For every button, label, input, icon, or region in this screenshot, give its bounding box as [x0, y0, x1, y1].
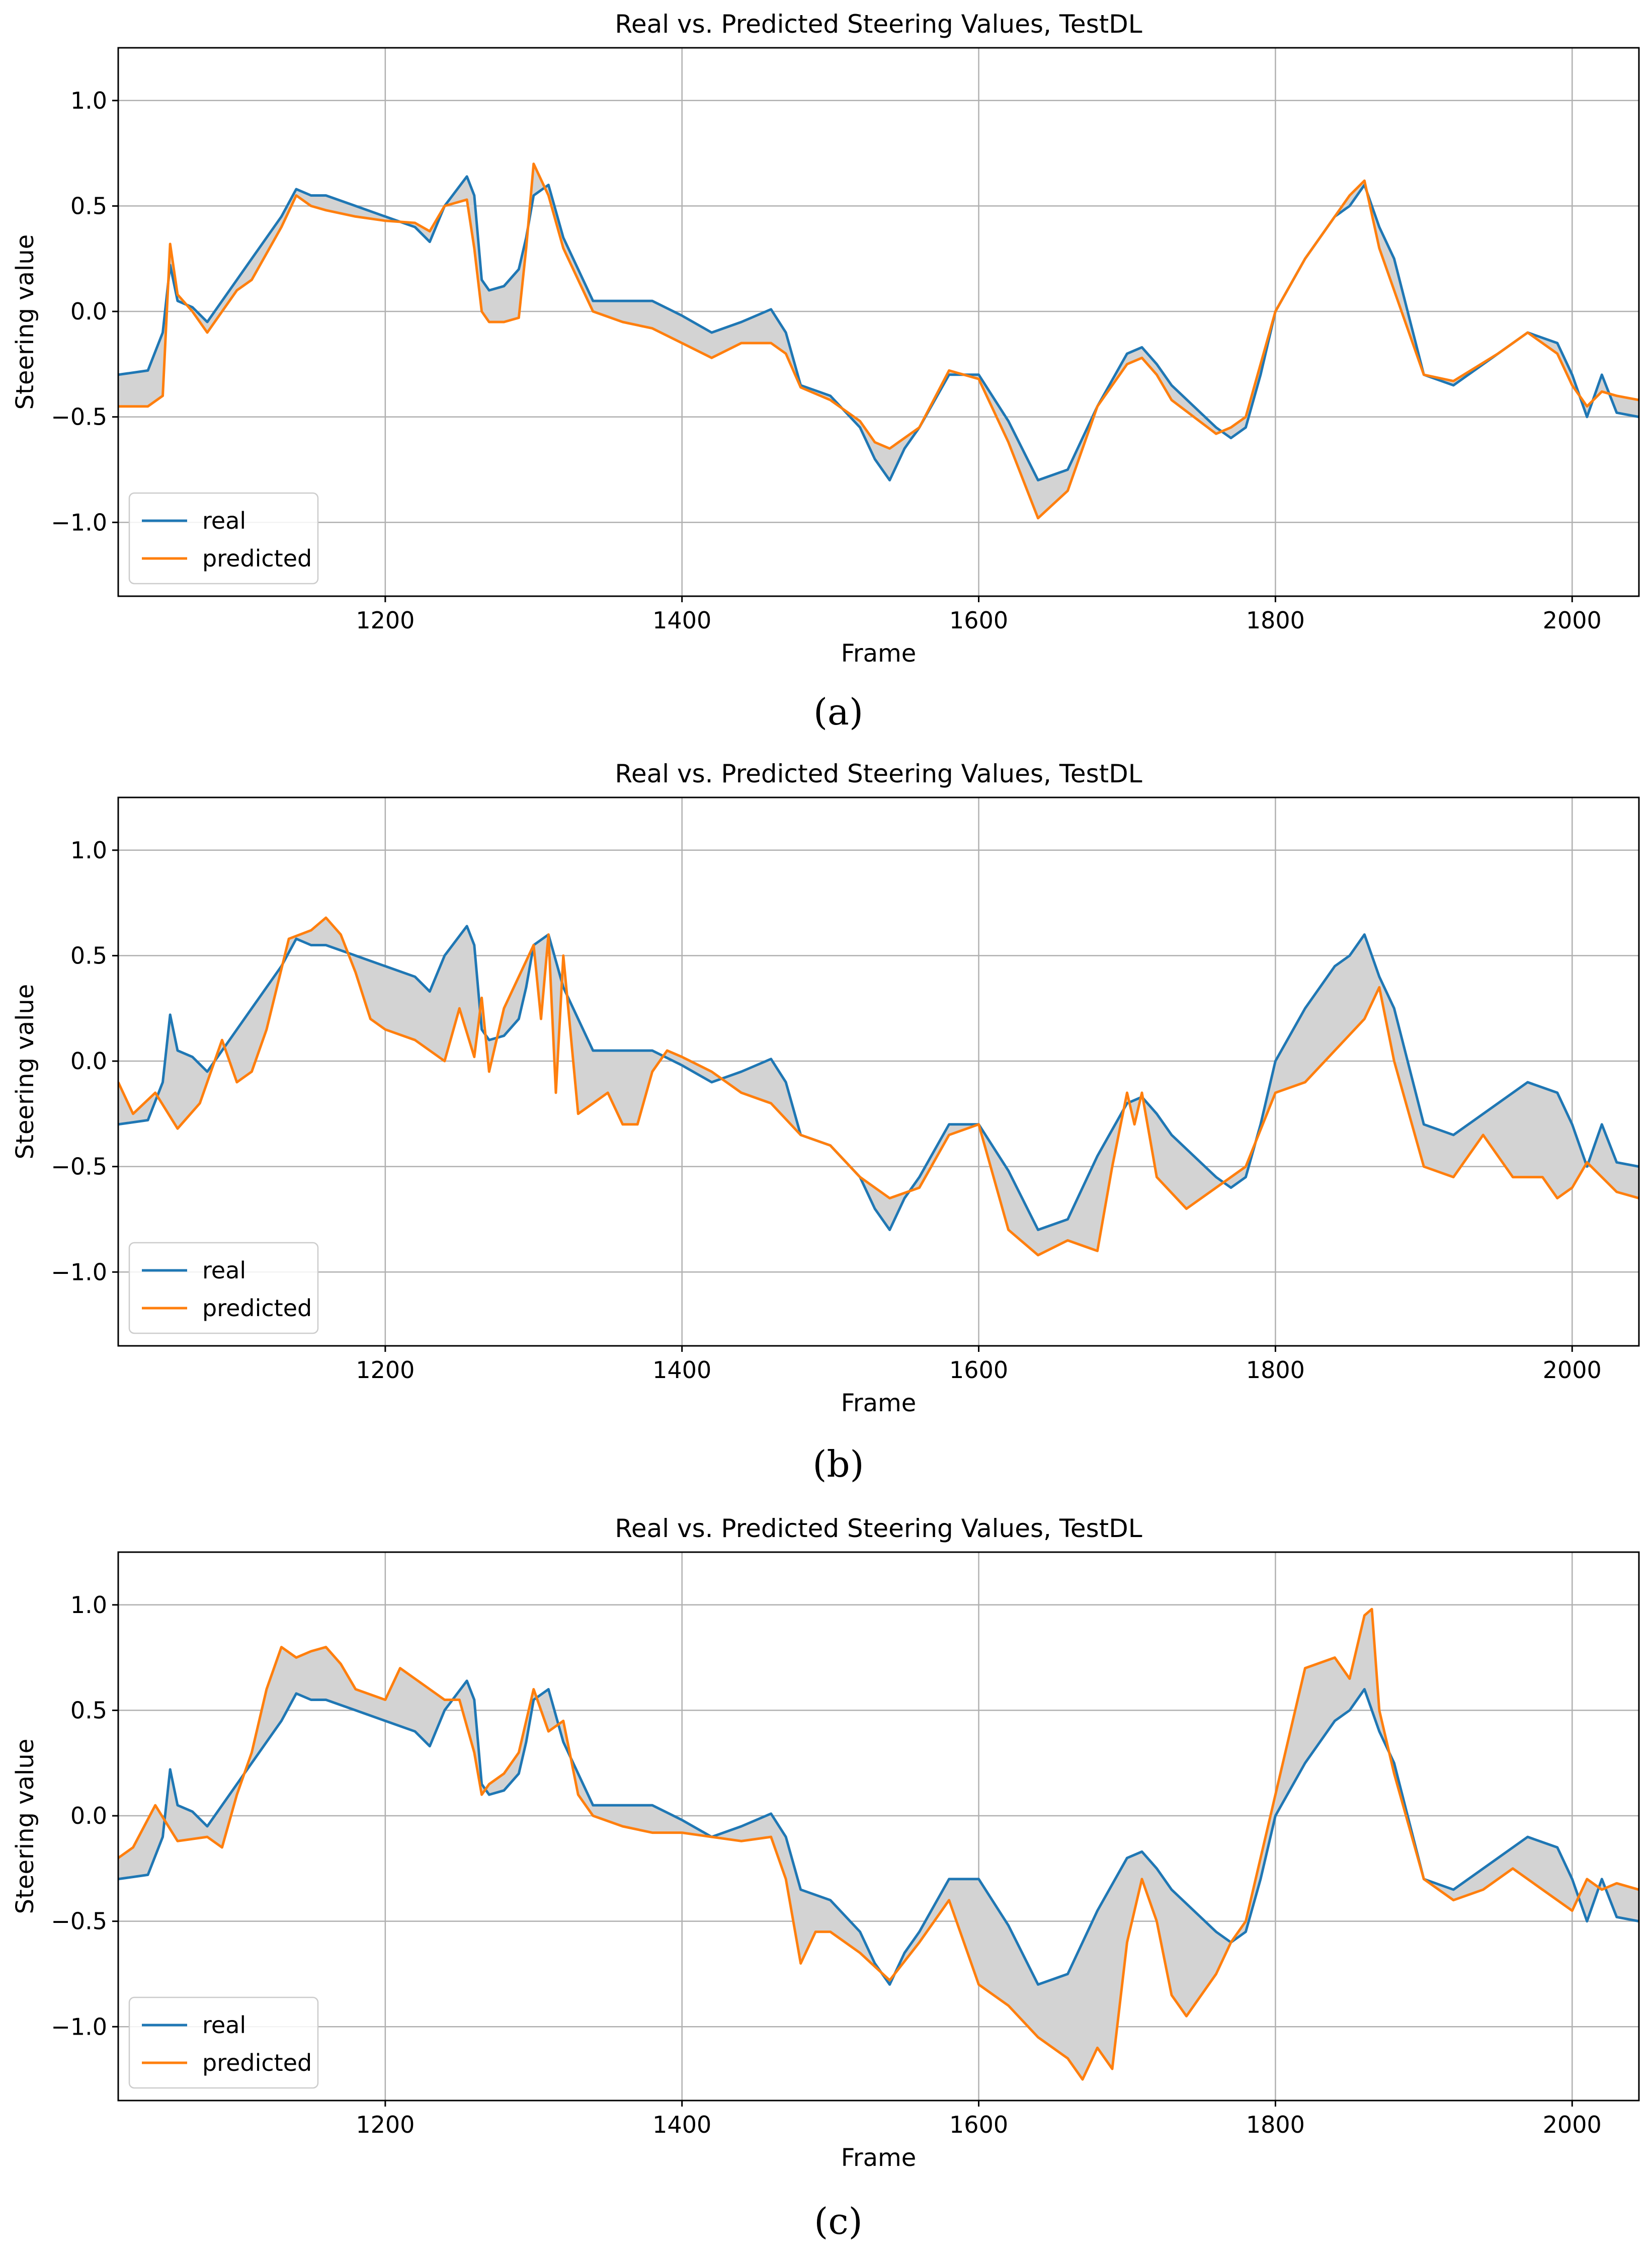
- x-tick-label: 1200: [356, 2111, 415, 2138]
- x-tick-label: 1800: [1246, 1356, 1305, 1384]
- legend-label-real: real: [202, 507, 246, 534]
- plot-frame: [117, 1551, 1640, 2102]
- chart-panel-b: Real vs. Predicted Steering Values, Test…: [11, 759, 1640, 1417]
- x-tick-label: 1200: [356, 607, 415, 634]
- x-tick-label: 2000: [1543, 607, 1602, 634]
- y-tick-label: 1.0: [70, 1591, 107, 1619]
- panel-label-b: (b): [812, 1443, 864, 1485]
- x-tick-label: 2000: [1543, 2111, 1602, 2138]
- y-tick-label: 0.0: [70, 1048, 107, 1075]
- x-tick-label: 1600: [949, 1356, 1008, 1384]
- series-line-real: [118, 175, 1639, 481]
- panel-label-c: (c): [814, 2200, 863, 2242]
- fill-between-area: [118, 917, 1639, 1256]
- y-tick-label: −1.0: [51, 509, 107, 536]
- chart-panel-a: Real vs. Predicted Steering Values, Test…: [11, 10, 1640, 668]
- y-tick-label: 1.0: [70, 837, 107, 864]
- x-tick-label: 1800: [1246, 607, 1305, 634]
- panel-label-a: (a): [813, 691, 863, 733]
- y-tick-label: 0.0: [70, 1802, 107, 1829]
- x-tick-label: 1600: [949, 2111, 1008, 2138]
- y-tick-label: −0.5: [51, 1908, 107, 1935]
- x-tick-label: 1400: [652, 1356, 711, 1384]
- series-line-predicted: [118, 1607, 1639, 2081]
- fill-between-area: [118, 1608, 1639, 2080]
- y-axis-label: Steering value: [11, 234, 39, 410]
- plot-frame: [117, 796, 1640, 1347]
- y-axis-label: Steering value: [11, 1739, 39, 1914]
- legend-label-real: real: [202, 2011, 246, 2039]
- x-axis-label: Frame: [841, 1389, 917, 1417]
- legend-label-predicted: predicted: [202, 2049, 312, 2076]
- x-tick-label: 1800: [1246, 2111, 1305, 2138]
- legend-box: [128, 1996, 319, 2089]
- chart-title: Real vs. Predicted Steering Values, Test…: [615, 10, 1142, 39]
- legend-label-predicted: predicted: [202, 545, 312, 572]
- plot-frame: [117, 47, 1640, 597]
- y-tick-label: −1.0: [51, 2013, 107, 2040]
- chart-title: Real vs. Predicted Steering Values, Test…: [615, 759, 1142, 788]
- y-tick-label: 0.0: [70, 298, 107, 325]
- y-tick-label: −1.0: [51, 1258, 107, 1285]
- series-line-real: [118, 925, 1639, 1231]
- x-tick-label: 1200: [356, 1356, 415, 1384]
- legend-label-real: real: [202, 1257, 246, 1284]
- legend-box: [128, 492, 319, 585]
- y-axis-label: Steering value: [11, 984, 39, 1160]
- series-line-predicted: [118, 163, 1639, 520]
- series-line-predicted: [118, 916, 1639, 1257]
- y-tick-label: 0.5: [70, 942, 107, 969]
- y-tick-label: −0.5: [51, 1153, 107, 1180]
- x-tick-label: 1400: [652, 607, 711, 634]
- y-tick-label: 1.0: [70, 87, 107, 114]
- x-tick-label: 1400: [652, 2111, 711, 2138]
- legend-box: [128, 1242, 319, 1334]
- legend-label-predicted: predicted: [202, 1295, 312, 1322]
- x-tick-label: 2000: [1543, 1356, 1602, 1384]
- y-tick-label: 0.5: [70, 1697, 107, 1724]
- chart-title: Real vs. Predicted Steering Values, Test…: [615, 1514, 1142, 1543]
- y-tick-label: −0.5: [51, 404, 107, 431]
- series-line-real: [118, 1679, 1639, 1986]
- y-tick-label: 0.5: [70, 192, 107, 219]
- x-axis-label: Frame: [841, 639, 917, 668]
- x-tick-label: 1600: [949, 607, 1008, 634]
- chart-panel-c: Real vs. Predicted Steering Values, Test…: [11, 1514, 1640, 2172]
- x-axis-label: Frame: [841, 2144, 917, 2172]
